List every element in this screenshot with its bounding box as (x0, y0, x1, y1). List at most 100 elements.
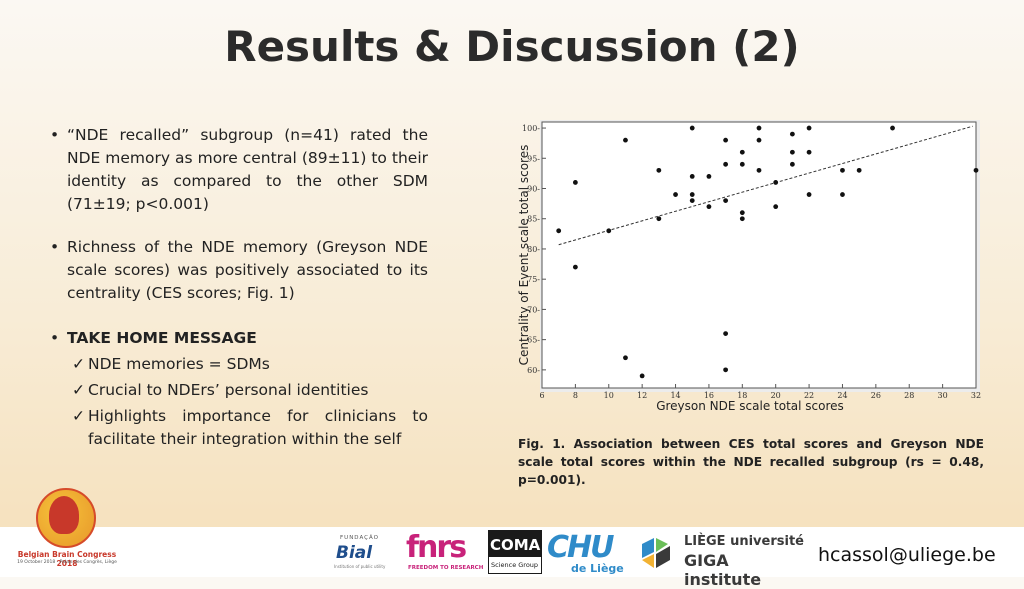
y-tick-label: 75- (527, 275, 540, 284)
bial-name: Bial (336, 543, 373, 563)
congress-name: Belgian Brain Congress 2018 (17, 550, 117, 568)
data-point (756, 125, 762, 131)
data-point (656, 216, 662, 222)
checkmark-icon: ✓ (72, 381, 85, 399)
trend-line (558, 125, 973, 246)
y-tick-label: 90- (527, 185, 540, 194)
y-tick-label: 95- (527, 154, 540, 163)
data-point (890, 125, 895, 131)
x-tick-label: 6 (539, 391, 544, 400)
chu-liege-logo: CHU de Liège (545, 530, 635, 575)
data-point (806, 192, 812, 197)
data-point (773, 180, 779, 185)
data-point (789, 149, 795, 155)
data-point (806, 125, 812, 131)
bullet-take-home: • TAKE HOME MESSAGE (50, 327, 428, 350)
scatter-chart: 60- 65- 70- 75- 80- 85- 90- 95- 100- 6 8 10 12 14 16 1… (512, 112, 992, 422)
coma-sub-box (488, 556, 542, 574)
coma-name: COMA (490, 536, 541, 554)
data-point (606, 228, 612, 234)
data-point (689, 125, 695, 131)
data-point (689, 174, 695, 179)
y-tick-label: 100- (522, 124, 540, 133)
belgian-brain-congress-logo: Belgian Brain Congress 2018 19 October 2… (8, 488, 118, 576)
take-home-item-text: NDE memories = SDMs (88, 355, 270, 373)
checkmark-icon: ✓ (72, 407, 85, 425)
data-point (756, 167, 762, 173)
data-point (789, 161, 795, 167)
fnrs-sub: FREEDOM TO RESEARCH (408, 565, 484, 571)
take-home-heading: TAKE HOME MESSAGE (67, 329, 257, 347)
data-point (789, 131, 795, 137)
x-tick-label: 28 (904, 391, 914, 400)
y-tick-label: 65- (527, 336, 540, 345)
data-point (723, 198, 729, 203)
bial-top-text: FUNDAÇÃO (340, 535, 379, 541)
bullet-list: • “NDE recalled” subgroup (n=41) rated t… (50, 124, 428, 451)
data-point (572, 180, 578, 185)
fnrs-name: fnrs (406, 530, 467, 565)
take-home-list: ✓ NDE memories = SDMs ✓ Crucial to NDErs… (72, 353, 428, 451)
take-home-item-text: Highlights importance for clinicians to … (88, 407, 428, 448)
coma-science-group-logo: COMA Science Group (488, 530, 542, 574)
data-point (623, 355, 628, 361)
x-axis-label: Greyson NDE scale total scores (656, 399, 844, 413)
data-point (739, 161, 745, 167)
data-point (673, 192, 678, 197)
bullet-dot: • (50, 126, 60, 144)
x-tick-label: 12 (637, 391, 647, 400)
bullet-subgroup-result: • “NDE recalled” subgroup (n=41) rated t… (50, 124, 428, 216)
x-tick-label: 32 (971, 391, 981, 400)
data-point (706, 174, 712, 179)
data-point (806, 149, 812, 155)
y-axis-label: Centrality of Event scale total scores (517, 145, 531, 366)
x-tick-label: 22 (804, 391, 814, 400)
figure-caption: Fig. 1. Association between CES total sc… (518, 437, 984, 487)
data-point (723, 367, 729, 373)
coma-sub: Science Group (491, 561, 539, 569)
x-tick-label: 10 (604, 391, 614, 400)
take-home-item-text: Crucial to NDErs’ personal identities (88, 381, 369, 399)
data-point (572, 264, 578, 270)
data-point (706, 204, 712, 210)
bullet-richness-result: • Richness of the NDE memory (Greyson ND… (50, 236, 428, 305)
x-tick-label: 16 (704, 391, 714, 400)
giga-name: GIGA institute (684, 551, 762, 589)
data-point (623, 137, 628, 143)
data-point (840, 192, 845, 197)
data-point (656, 167, 662, 173)
data-point (556, 228, 562, 234)
contact-email: hcassol@uliege.be (818, 544, 996, 566)
plot-area (541, 121, 977, 389)
x-tick-label: 26 (871, 391, 881, 400)
x-tick-label: 30 (938, 391, 948, 400)
x-tick-label: 8 (573, 391, 578, 400)
y-tick-label: 85- (527, 215, 540, 224)
take-home-item: ✓ Crucial to NDErs’ personal identities (72, 379, 428, 402)
data-point (756, 137, 762, 143)
data-point (739, 149, 745, 155)
chu-name: CHU (547, 530, 614, 565)
fnrs-logo: fnrs FREEDOM TO RESEARCH (404, 530, 484, 574)
giga-institute-logo: LIÈGE université GIGA institute (638, 530, 808, 589)
bullet-dot: • (50, 238, 60, 256)
data-point (739, 210, 745, 216)
congress-date: 19 October 2018 - Palais des Congrès, Li… (17, 560, 117, 565)
bial-sub: Institution of public utility (334, 564, 386, 569)
data-point (689, 192, 695, 197)
giga-mark-icon (642, 538, 670, 568)
slide-title: Results & Discussion (2) (224, 22, 800, 71)
data-point (689, 198, 695, 203)
scatter-chart-svg: 60- 65- 70- 75- 80- 85- 90- 95- 100- 6 8 10 12 14 16 1… (517, 120, 981, 413)
checkmark-icon: ✓ (72, 355, 85, 373)
data-point (723, 331, 729, 336)
data-point (773, 204, 779, 210)
giga-university: LIÈGE université (684, 534, 804, 549)
bullet-text: Richness of the NDE memory (Greyson NDE … (67, 238, 428, 302)
take-home-item: ✓ NDE memories = SDMs (72, 353, 428, 376)
bial-logo: FUNDAÇÃO Bial Institution of public util… (332, 530, 398, 574)
data-point (723, 161, 729, 167)
data-point (840, 167, 845, 173)
y-tick-label: 70- (527, 305, 540, 314)
data-point (973, 167, 979, 173)
